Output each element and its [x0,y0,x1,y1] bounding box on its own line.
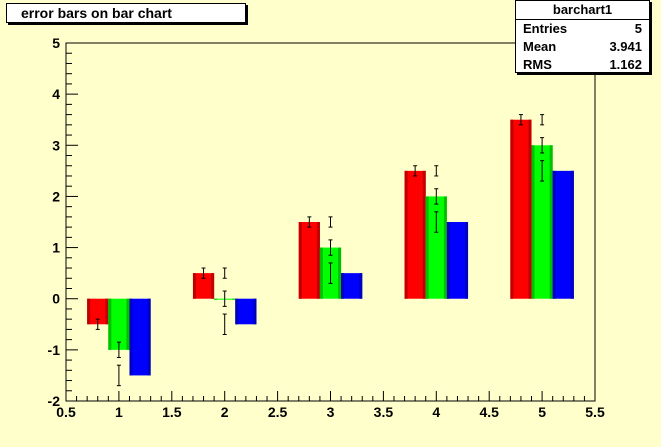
bar [108,298,130,350]
bar [425,196,447,299]
x-tick-label: 5.5 [585,404,605,420]
y-tick-label: -1 [48,342,61,358]
stats-row-rms: RMS 1.162 [516,56,649,74]
bar-bevel-right [147,298,151,376]
bar-bevel-right [422,170,426,299]
bar-bevel-right [232,298,236,300]
bar [552,170,574,299]
bar-bevel-right [126,298,130,350]
bar-bevel-right [253,298,257,325]
x-tick-label: 1 [115,404,123,420]
y-tick-label: 4 [52,86,60,102]
bar-bevel-right [338,247,342,299]
bar-bevel-left [531,145,535,299]
bar-bevel-right [316,222,320,299]
bar-bevel-right [359,273,363,299]
bar [298,222,320,299]
bar-bevel-left [214,298,218,300]
y-tick-label: 1 [52,240,60,256]
bar-bevel-left [319,247,323,299]
chart-title: error bars on bar chart [6,3,246,23]
bar [192,273,215,299]
stats-box: barchart1 Entries 5 Mean 3.941 RMS 1.162 [515,0,650,73]
stats-label: Mean [523,39,557,54]
stats-row-mean: Mean 3.941 [516,38,649,56]
x-tick-label: 1.5 [162,404,182,420]
x-tick-label: 4.5 [479,404,499,420]
bar-bevel-right [528,119,532,299]
x-tick-label: 3 [327,404,335,420]
stats-value: 3.941 [609,39,642,54]
bar-bevel-right [211,273,215,299]
bar-bevel-left [510,119,514,299]
bar [235,298,257,325]
bar [446,222,469,299]
stats-value: 1.162 [609,57,642,72]
bar [404,170,426,299]
stats-label: RMS [523,57,552,72]
bar-bevel-left [341,273,345,299]
bar-bevel-right [549,145,553,299]
y-tick-label: -2 [48,393,61,409]
stats-row-entries: Entries 5 [516,20,649,38]
bar [510,119,532,299]
x-tick-label: 4 [432,404,440,420]
y-tick-label: 0 [52,291,60,307]
stats-title: barchart1 [516,1,649,20]
bar-bevel-right [105,298,109,325]
x-tick-label: 2.5 [268,404,288,420]
bar [129,298,151,376]
bar-bevel-right [443,196,447,299]
stats-value: 5 [634,21,642,36]
x-tick-label: 2 [221,404,229,420]
x-tick-label: 0.5 [56,404,76,420]
x-tick-label: 5 [538,404,546,420]
bar [341,273,363,299]
y-tick-label: 3 [52,137,60,153]
bar-bevel-left [235,298,239,325]
y-tick-label: 5 [52,35,60,51]
bar-bevel-left [192,273,196,299]
bar-bevel-left [446,222,450,299]
bar-bevel-right [570,170,574,299]
stats-label: Entries [523,21,568,36]
x-tick-label: 3.5 [374,404,394,420]
bar-bevel-left [129,298,133,376]
bar-bevel-left [298,222,302,299]
bar-bevel-right [465,222,469,299]
bar-bevel-left [425,196,429,299]
bar [87,298,109,325]
bar-bevel-left [87,298,91,325]
y-tick-label: 2 [52,188,60,204]
bar [531,145,553,299]
bar-bevel-left [108,298,112,350]
bar-bevel-left [404,170,408,299]
bar-bevel-left [552,170,556,299]
